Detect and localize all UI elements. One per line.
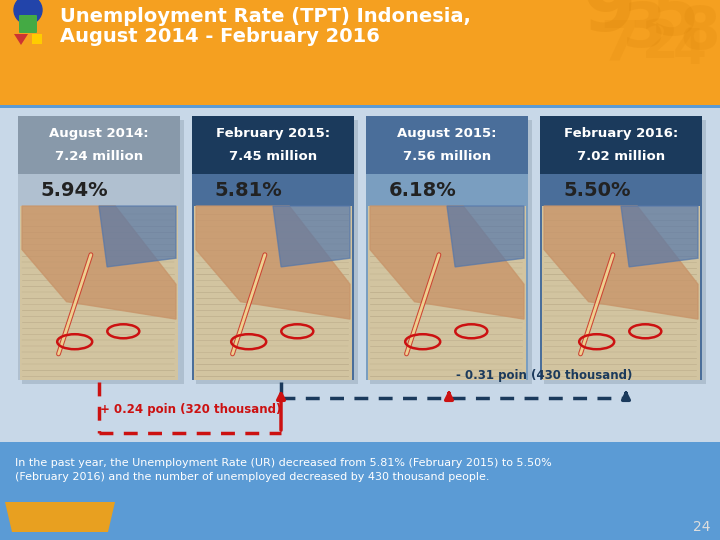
Text: 7.45 million: 7.45 million xyxy=(229,150,317,163)
FancyBboxPatch shape xyxy=(18,116,180,174)
Text: 2: 2 xyxy=(642,17,678,69)
Polygon shape xyxy=(14,34,28,45)
FancyBboxPatch shape xyxy=(192,116,354,380)
FancyBboxPatch shape xyxy=(19,15,37,33)
FancyBboxPatch shape xyxy=(0,105,720,108)
Text: August 2014 - February 2016: August 2014 - February 2016 xyxy=(60,28,380,46)
FancyBboxPatch shape xyxy=(192,116,354,174)
FancyBboxPatch shape xyxy=(0,442,720,540)
Polygon shape xyxy=(370,206,524,319)
Text: 5.50%: 5.50% xyxy=(563,180,631,199)
Text: 7: 7 xyxy=(600,18,639,72)
Polygon shape xyxy=(621,206,698,267)
Text: 5.94%: 5.94% xyxy=(41,180,109,199)
FancyBboxPatch shape xyxy=(366,116,528,380)
Polygon shape xyxy=(447,206,524,267)
Polygon shape xyxy=(544,206,698,319)
Polygon shape xyxy=(5,502,115,532)
Text: February 2015:: February 2015: xyxy=(216,127,330,140)
FancyBboxPatch shape xyxy=(542,206,700,380)
Text: August 2015:: August 2015: xyxy=(397,127,497,140)
FancyBboxPatch shape xyxy=(194,206,352,380)
Text: August 2014:: August 2014: xyxy=(49,127,149,140)
Text: In the past year, the Unemployment Rate (UR) decreased from 5.81% (February 2015: In the past year, the Unemployment Rate … xyxy=(15,458,552,468)
FancyBboxPatch shape xyxy=(544,120,706,384)
Polygon shape xyxy=(273,206,350,267)
FancyBboxPatch shape xyxy=(192,174,354,206)
Text: 5: 5 xyxy=(651,0,699,49)
Circle shape xyxy=(14,0,42,24)
Polygon shape xyxy=(99,206,176,267)
FancyBboxPatch shape xyxy=(370,120,532,384)
FancyBboxPatch shape xyxy=(540,116,702,174)
Text: 24: 24 xyxy=(693,520,710,534)
FancyBboxPatch shape xyxy=(196,120,358,384)
FancyBboxPatch shape xyxy=(20,206,178,380)
Text: February 2016:: February 2016: xyxy=(564,127,678,140)
FancyBboxPatch shape xyxy=(540,174,702,206)
FancyBboxPatch shape xyxy=(366,116,528,174)
Text: 7.24 million: 7.24 million xyxy=(55,150,143,163)
Text: 6.18%: 6.18% xyxy=(389,180,456,199)
FancyBboxPatch shape xyxy=(0,0,720,105)
FancyBboxPatch shape xyxy=(22,120,184,384)
Text: Unemployment Rate (TPT) Indonesia,: Unemployment Rate (TPT) Indonesia, xyxy=(60,6,471,25)
Polygon shape xyxy=(196,206,350,319)
Text: 7.56 million: 7.56 million xyxy=(403,150,491,163)
Polygon shape xyxy=(22,206,176,319)
FancyBboxPatch shape xyxy=(18,116,180,380)
FancyBboxPatch shape xyxy=(0,108,720,442)
Text: 8: 8 xyxy=(680,3,720,60)
FancyBboxPatch shape xyxy=(540,116,702,380)
Text: + 0.24 poin (320 thousand): + 0.24 poin (320 thousand) xyxy=(100,403,282,416)
Text: - 0.31 poin (430 thousand): - 0.31 poin (430 thousand) xyxy=(456,369,632,382)
Text: 5.81%: 5.81% xyxy=(215,180,282,199)
Text: 7.02 million: 7.02 million xyxy=(577,150,665,163)
Text: 9: 9 xyxy=(583,0,636,47)
FancyBboxPatch shape xyxy=(368,206,526,380)
Text: 3: 3 xyxy=(624,0,667,60)
FancyBboxPatch shape xyxy=(366,174,528,206)
FancyBboxPatch shape xyxy=(18,174,180,206)
Text: 4: 4 xyxy=(673,26,707,74)
Text: (February 2016) and the number of unemployed decreased by 430 thousand people.: (February 2016) and the number of unempl… xyxy=(15,472,490,482)
FancyBboxPatch shape xyxy=(32,34,42,44)
